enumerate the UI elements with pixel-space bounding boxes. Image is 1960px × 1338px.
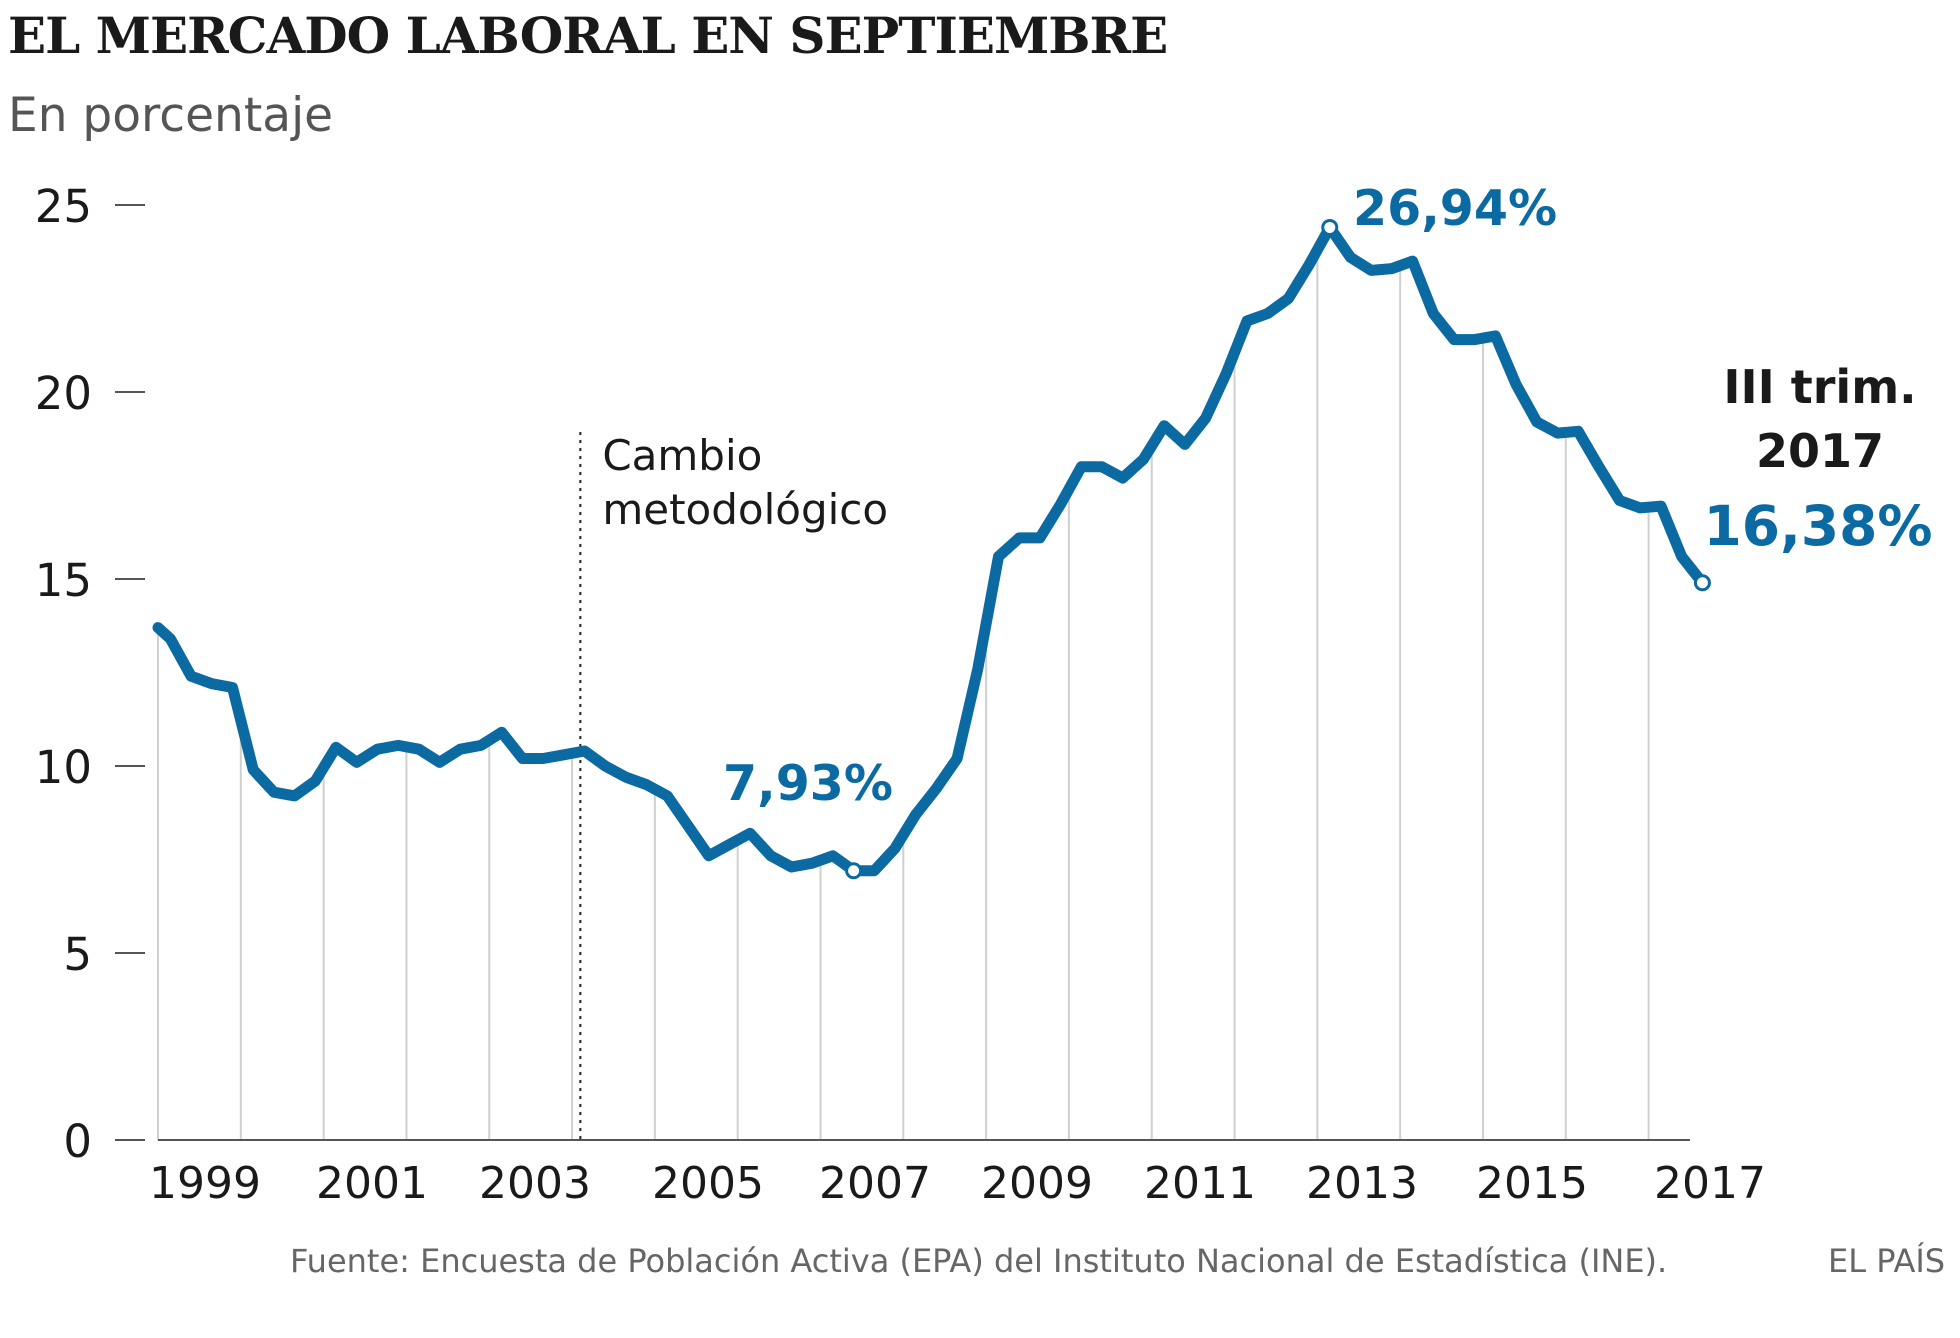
x-tick-label: 2009 <box>981 1158 1093 1209</box>
y-tick-label: 10 <box>35 741 92 794</box>
source-note: Fuente: Encuesta de Población Activa (EP… <box>290 1242 1668 1280</box>
x-tick-label: 2015 <box>1476 1158 1588 1209</box>
annotation-last-value: 16,38% <box>1703 494 1932 558</box>
min-marker <box>845 862 863 880</box>
x-tick-label: 2003 <box>479 1158 591 1209</box>
x-tick-label: 2007 <box>819 1158 931 1209</box>
y-tick-label: 25 <box>35 180 92 233</box>
chart-subtitle: En porcentaje <box>8 88 334 143</box>
x-tick-label: 2017 <box>1654 1158 1766 1209</box>
annotation-methodology: Cambio metodológico <box>602 431 888 534</box>
annotation-last-period: III trim. 2017 <box>1723 360 1916 478</box>
chart-title: EL MERCADO LABORAL EN SEPTIEMBRE <box>8 6 1168 65</box>
annotation-min-value: 7,93% <box>723 755 893 812</box>
x-tick-label: 2005 <box>652 1158 764 1209</box>
annotation-max-value: 26,94% <box>1353 180 1557 237</box>
y-tick-label: 15 <box>35 554 92 607</box>
x-tick-label: 1999 <box>149 1158 261 1209</box>
x-tick-label: 2001 <box>316 1158 428 1209</box>
y-tick-label: 5 <box>63 928 92 981</box>
last-marker <box>1693 574 1711 592</box>
x-tick-label: 2011 <box>1144 1158 1256 1209</box>
unemployment-series-line <box>152 221 1708 877</box>
max-marker <box>1321 218 1339 236</box>
brand-credit: EL PAÍS <box>1828 1242 1946 1280</box>
y-tick-label: 0 <box>63 1115 92 1168</box>
x-tick-label: 2013 <box>1306 1158 1418 1209</box>
y-tick-label: 20 <box>35 367 92 420</box>
